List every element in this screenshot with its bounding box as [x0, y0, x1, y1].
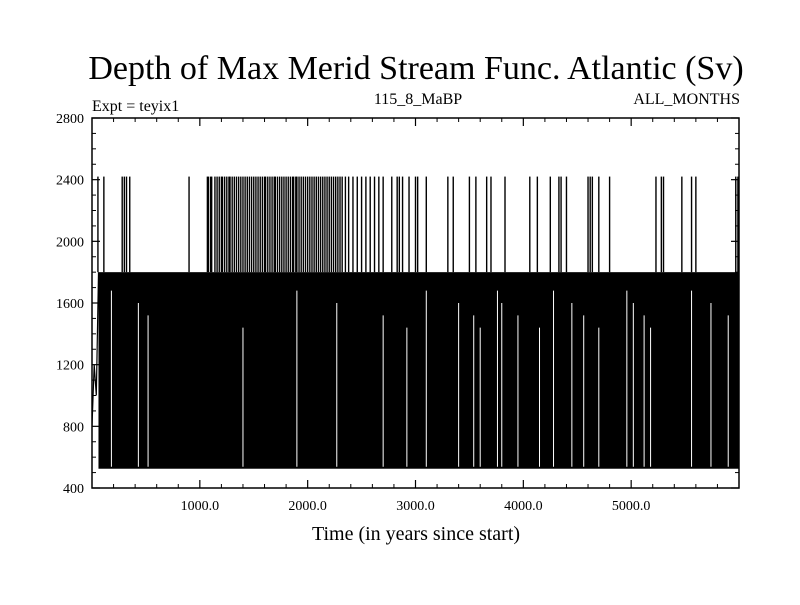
plot-area	[92, 176, 739, 469]
series-dense-band	[98, 272, 739, 469]
x-tick-label: 4000.0	[504, 499, 543, 514]
x-tick-label: 5000.0	[612, 499, 651, 514]
chart-title: Depth of Max Merid Stream Func. Atlantic…	[88, 50, 743, 87]
y-tick-label: 800	[63, 420, 84, 435]
y-tick-label: 2000	[56, 235, 84, 250]
chart-subtitle-left: Expt = teyix1	[92, 98, 179, 115]
data-series	[92, 176, 739, 469]
y-tick-label: 1200	[56, 359, 84, 374]
y-axis: 400 800 1200 1600 2000 2400 2800	[56, 112, 739, 497]
x-axis-label: Time (in years since start)	[312, 523, 520, 545]
chart-subtitle-center: 115_8_MaBP	[374, 91, 462, 108]
y-tick-label: 1600	[56, 297, 84, 312]
y-tick-label: 400	[63, 482, 84, 497]
x-tick-label: 2000.0	[288, 499, 327, 514]
x-tick-label: 1000.0	[181, 499, 220, 514]
chart-subtitle-right: ALL_MONTHS	[633, 91, 740, 108]
x-axis: 1000.0 2000.0 3000.0 4000.0 5000.0	[113, 118, 718, 514]
y-tick-label: 2800	[56, 112, 84, 127]
x-tick-label: 3000.0	[396, 499, 435, 514]
y-tick-label: 2400	[56, 174, 84, 189]
